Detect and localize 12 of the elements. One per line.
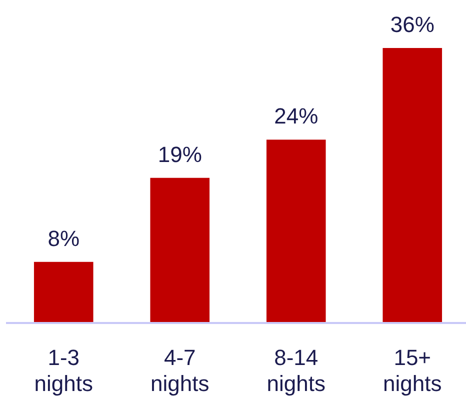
x-tick-label: 8-14 nights [266, 345, 326, 396]
bar [34, 262, 94, 323]
data-label: 24% [274, 104, 318, 129]
bar [382, 48, 442, 323]
data-label: 36% [390, 12, 434, 37]
data-label: 19% [158, 142, 202, 167]
bar [150, 178, 210, 323]
x-tick-label: 4-7 nights [150, 345, 210, 396]
bar [266, 140, 326, 323]
x-tick-label: 15+ nights [383, 345, 442, 396]
x-tick-label: 1-3 nights [34, 345, 93, 396]
data-label: 8% [48, 226, 80, 251]
